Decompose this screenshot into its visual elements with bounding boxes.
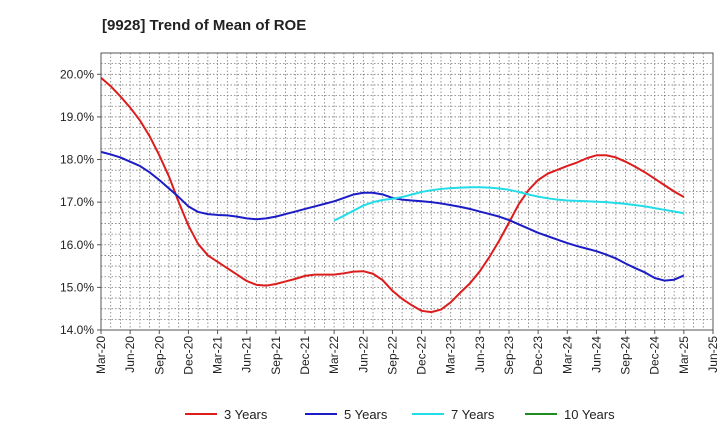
x-tick-label: Jun-21 bbox=[240, 336, 254, 373]
y-tick-label: 16.0% bbox=[60, 238, 94, 252]
series-line bbox=[333, 186, 685, 222]
legend: 3 Years 5 Years 7 Years 10 Years bbox=[185, 407, 615, 422]
legend-label: 7 Years bbox=[451, 407, 495, 422]
x-tick-label: Dec-23 bbox=[531, 336, 545, 375]
y-tick-label: 20.0% bbox=[60, 67, 94, 81]
x-tick-label: Mar-23 bbox=[444, 336, 458, 374]
y-axis-ticks: 14.0% 15.0% 16.0% 17.0% 18.0% 19.0% 20.0% bbox=[60, 67, 101, 337]
y-tick-label: 19.0% bbox=[60, 110, 94, 124]
chart-title: [9928] Trend of Mean of ROE bbox=[102, 17, 306, 34]
series-lines bbox=[100, 76, 685, 314]
x-tick-label: Sep-23 bbox=[502, 336, 516, 375]
x-tick-label: Mar-20 bbox=[94, 336, 108, 374]
legend-label: 5 Years bbox=[344, 407, 388, 422]
x-tick-label: Dec-24 bbox=[648, 336, 662, 375]
x-tick-label: Mar-24 bbox=[560, 336, 574, 374]
x-tick-label: Jun-22 bbox=[356, 336, 370, 373]
x-tick-label: Jun-20 bbox=[123, 336, 137, 373]
legend-label: 3 Years bbox=[224, 407, 268, 422]
series-line bbox=[100, 76, 685, 314]
x-tick-label: Mar-21 bbox=[211, 336, 225, 374]
x-axis-ticks: Mar-20 Jun-20 Sep-20 Dec-20 Mar-21 Jun-21 Sep-… bbox=[94, 330, 720, 375]
legend-label: 10 Years bbox=[564, 407, 615, 422]
x-tick-label: Dec-22 bbox=[415, 336, 429, 375]
x-tick-label: Jun-25 bbox=[706, 336, 720, 373]
x-tick-label: Sep-24 bbox=[619, 336, 633, 375]
y-tick-label: 14.0% bbox=[60, 323, 94, 337]
x-tick-label: Sep-22 bbox=[385, 336, 399, 375]
y-tick-label: 18.0% bbox=[60, 153, 94, 167]
x-tick-label: Sep-21 bbox=[269, 336, 283, 375]
x-tick-label: Dec-21 bbox=[298, 336, 312, 375]
x-tick-label: Mar-25 bbox=[677, 336, 691, 374]
x-tick-label: Mar-22 bbox=[327, 336, 341, 374]
y-tick-label: 17.0% bbox=[60, 195, 94, 209]
x-tick-label: Sep-20 bbox=[152, 336, 166, 375]
x-tick-label: Dec-20 bbox=[181, 336, 195, 375]
x-tick-label: Jun-23 bbox=[473, 336, 487, 373]
x-tick-label: Jun-24 bbox=[589, 336, 603, 373]
y-tick-label: 15.0% bbox=[60, 280, 94, 294]
plot-frame bbox=[100, 52, 714, 331]
